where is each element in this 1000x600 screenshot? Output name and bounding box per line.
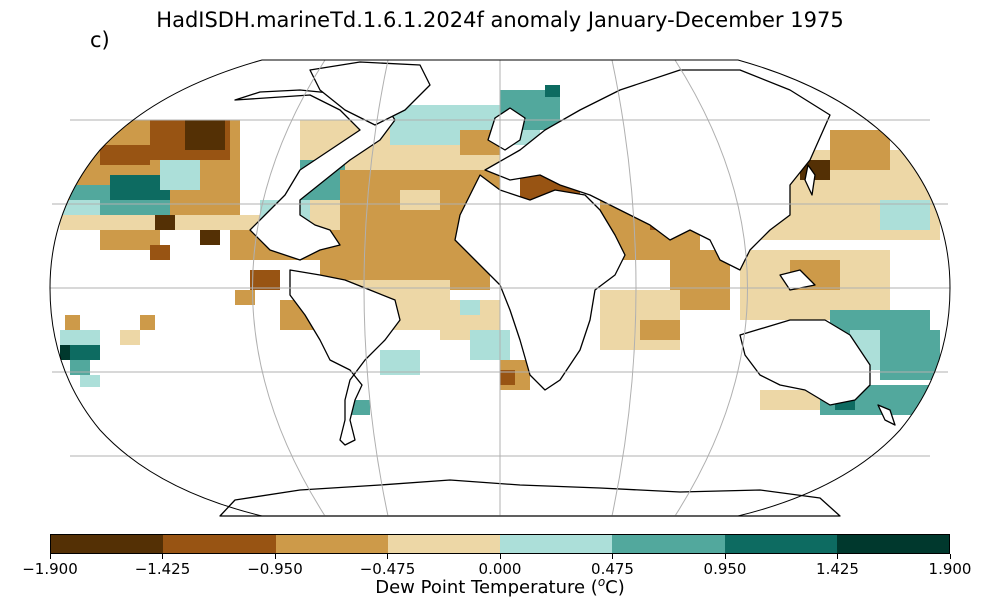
colorbar-label: Dew Point Temperature (oC) xyxy=(0,575,1000,598)
colorbar-tick-mark xyxy=(724,554,726,559)
colorbar-tick-mark xyxy=(612,554,613,559)
world-map xyxy=(49,59,951,517)
colorbar-bin-2 xyxy=(275,535,388,553)
colorbar-tick-mark xyxy=(162,554,163,559)
colorbar-tick-label: −1.900 xyxy=(22,560,78,578)
colorbar-tick-label: 0.000 xyxy=(478,560,522,578)
colorbar-bin-4 xyxy=(500,535,613,553)
colorbar-label-suffix: C) xyxy=(605,577,625,598)
map-border xyxy=(49,59,951,517)
colorbar-bin-0 xyxy=(51,535,164,553)
colorbar xyxy=(50,534,950,554)
colorbar-tick-label: −1.425 xyxy=(134,560,191,578)
colorbar-bin-3 xyxy=(387,535,500,553)
colorbar-tick-mark xyxy=(274,554,276,559)
colorbar-tick-mark xyxy=(949,554,951,559)
colorbar-bin-7 xyxy=(836,535,949,553)
colorbar-tick-mark xyxy=(499,554,501,559)
colorbar-tick-label: −0.950 xyxy=(247,560,303,578)
graticule xyxy=(50,59,950,517)
colorbar-tick-mark xyxy=(837,554,838,559)
colorbar-bin-5 xyxy=(612,535,725,553)
colorbar-label-degree: o xyxy=(597,575,606,589)
colorbar-tick-mark xyxy=(387,554,388,559)
colorbar-tick-label: 0.475 xyxy=(591,560,634,578)
colorbar-tick-label: 0.950 xyxy=(703,560,747,578)
map-title: HadISDH.marineTd.1.6.1.2024f anomaly Jan… xyxy=(156,8,844,32)
colorbar-tick-label: 1.425 xyxy=(816,560,859,578)
colorbar-tick-label: 1.900 xyxy=(928,560,972,578)
colorbar-tick-mark xyxy=(49,554,51,559)
colorbar-tick-label: −0.475 xyxy=(359,560,416,578)
colorbar-bin-1 xyxy=(163,535,276,553)
colorbar-label-prefix: Dew Point Temperature ( xyxy=(375,577,598,598)
panel-label: c) xyxy=(90,28,110,52)
colorbar-ticks xyxy=(49,554,951,560)
colorbar-bin-6 xyxy=(724,535,837,553)
